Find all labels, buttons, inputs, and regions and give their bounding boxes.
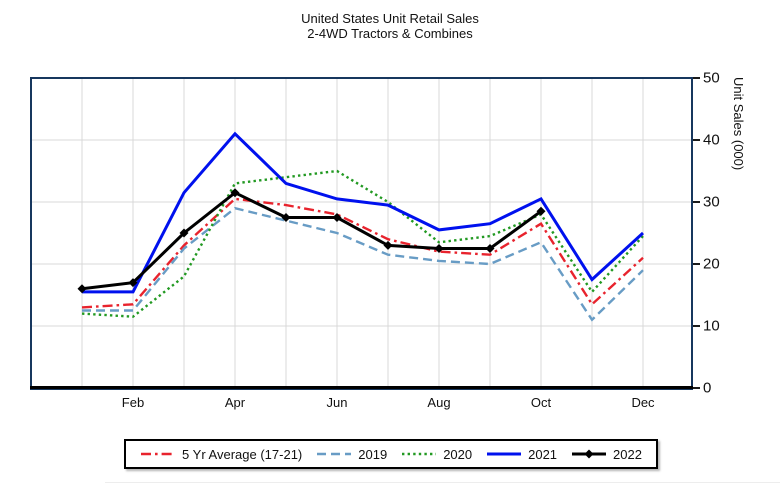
chart-title-line1: United States Unit Retail Sales	[301, 11, 479, 26]
x-axis-label: Jun	[326, 395, 348, 410]
y-tick-label: 30	[703, 193, 720, 211]
series-marker-diamond	[179, 228, 189, 238]
legend-marker	[487, 452, 522, 456]
legend-item-label: 2020	[443, 446, 473, 462]
y-tick-label: 50	[703, 69, 720, 87]
series-marker-diamond	[77, 284, 87, 294]
legend-marker	[141, 452, 176, 456]
legend: 5 Yr Average (17-21) 2019 2020 2021 2022	[124, 439, 658, 469]
y-tick-mark	[693, 263, 700, 265]
series-line-2019	[82, 206, 644, 322]
legend-marker	[572, 449, 607, 459]
y-tick-label: 0	[703, 379, 712, 397]
legend-marker	[317, 452, 352, 456]
x-axis-label: Oct	[530, 395, 552, 410]
legend-item-2022: 2022	[571, 447, 642, 462]
y-tick-label: 40	[703, 131, 720, 149]
plot-area	[30, 77, 693, 390]
x-axis-label: Dec	[631, 395, 655, 410]
series-line-2022	[81, 190, 542, 291]
series-line-2021	[82, 131, 645, 294]
y-tick-mark	[693, 201, 700, 203]
legend-marker	[402, 452, 437, 456]
page-divider	[105, 482, 780, 483]
series-marker-diamond	[332, 213, 342, 222]
legend-item-label: 2021	[528, 446, 558, 462]
legend-item-label: 2019	[358, 446, 388, 462]
plot-frame	[30, 77, 693, 390]
y-tick-label: 20	[703, 255, 720, 273]
series-marker-diamond	[383, 240, 393, 250]
y-tick-label: 10	[703, 317, 720, 335]
series-line-2020	[81, 169, 644, 318]
series-marker-diamond	[536, 206, 546, 216]
series-line-5-yr-average-17-21-	[81, 197, 644, 309]
y-tick-mark	[693, 77, 700, 79]
chart-title-line2: 2-4WD Tractors & Combines	[307, 26, 473, 41]
series-marker-diamond	[128, 278, 138, 288]
legend-item-2021: 2021	[486, 447, 557, 462]
legend-item-2020: 2020	[401, 447, 472, 462]
y-axis-title: Unit Sales (000)	[731, 77, 746, 171]
legend-item-2019: 2019	[316, 447, 387, 462]
chart-title: United States Unit Retail Sales 2-4WD Tr…	[0, 11, 780, 41]
legend-item-label: 2022	[613, 446, 642, 462]
x-axis-label: Aug	[427, 395, 451, 410]
x-axis-label: Apr	[224, 395, 246, 410]
y-tick-mark	[693, 387, 700, 389]
series-marker-diamond	[230, 188, 240, 198]
series-marker-diamond	[485, 244, 495, 253]
series-marker-diamond	[281, 213, 291, 222]
y-tick-mark	[693, 325, 700, 327]
series-marker-diamond	[434, 244, 444, 253]
x-axis-label: Feb	[121, 395, 145, 410]
legend-item-5-yr-average-17-21-: 5 Yr Average (17-21)	[140, 447, 302, 462]
y-tick-mark	[693, 139, 700, 141]
legend-item-label: 5 Yr Average (17-21)	[182, 446, 303, 462]
